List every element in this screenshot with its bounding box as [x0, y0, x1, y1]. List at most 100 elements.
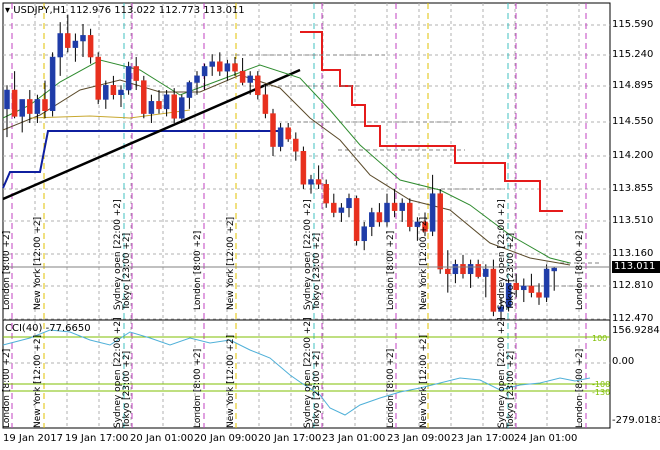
- cci-indicator-line: [2, 329, 610, 416]
- candle-body: [72, 40, 79, 48]
- candle-body: [399, 202, 405, 211]
- grid-lines: [3, 3, 610, 428]
- candle-body: [95, 56, 101, 100]
- cci-min-label: -279.0183: [612, 415, 660, 426]
- session-label-london: London [8:00 +2]: [2, 230, 12, 310]
- moving-average-line: [2, 59, 571, 264]
- triangle-down-icon[interactable]: ▾: [5, 5, 11, 16]
- candle-body: [346, 198, 352, 209]
- candle-body: [118, 89, 124, 95]
- session-label-tokyo: Tokyo [23:00 +2]: [506, 232, 516, 310]
- candle-body: [308, 179, 314, 185]
- candle-body: [300, 151, 307, 185]
- price-label: 112.470: [612, 313, 654, 324]
- cci-label: CCI(40) -77.6650: [5, 323, 91, 334]
- candle-body: [57, 33, 63, 58]
- candle-body: [536, 292, 542, 298]
- session-label-tokyo: Tokyo [23:00 +2]: [312, 350, 322, 428]
- candle-body: [247, 75, 253, 83]
- candle-body: [4, 89, 10, 110]
- trailing-stop-line: [300, 31, 563, 212]
- price-label: 114.200: [612, 150, 654, 161]
- candle-body: [217, 61, 223, 72]
- candle-body: [338, 207, 345, 213]
- time-label: 19 Jan 2017: [3, 433, 63, 444]
- candle-body: [285, 127, 291, 140]
- candle-body: [445, 268, 451, 275]
- candle-body: [422, 221, 428, 232]
- candle-body: [110, 85, 117, 95]
- session-label-london: London [8:00 +2]: [386, 230, 396, 310]
- candle-body: [467, 264, 474, 275]
- candle-body: [293, 138, 299, 152]
- chart-frame: [2, 2, 611, 429]
- session-label-newyork: New York [12:00 +2]: [226, 334, 236, 428]
- candle-body: [49, 56, 56, 111]
- session-label-london: London [8:00 +2]: [575, 230, 585, 310]
- candle-body: [331, 202, 337, 213]
- candle-body: [141, 80, 147, 114]
- price-label: 113.160: [612, 248, 654, 259]
- session-label-london: London [8:00 +2]: [2, 348, 12, 428]
- session-label-london: London [8:00 +2]: [193, 348, 203, 428]
- cci-level-plus: 100: [592, 334, 608, 343]
- price-label: 114.550: [612, 116, 654, 127]
- candle-body: [376, 212, 383, 223]
- candle-body: [133, 66, 139, 81]
- candle-body: [27, 99, 33, 114]
- candle-body: [224, 63, 231, 72]
- candle-body: [452, 264, 459, 275]
- candle-body: [103, 85, 109, 100]
- price-label: 113.855: [612, 183, 654, 194]
- price-label: 115.590: [612, 19, 654, 30]
- cci-level-minus2: -130: [592, 388, 611, 397]
- candle-body: [498, 306, 504, 312]
- candle-body: [414, 221, 421, 227]
- candle-body: [551, 267, 557, 272]
- candle-body: [270, 113, 276, 147]
- candle-body: [34, 99, 41, 114]
- candle-body: [42, 99, 48, 111]
- price-label: 115.240: [612, 49, 654, 60]
- time-label: 20 Jan 17:00: [258, 433, 322, 444]
- candle-body: [483, 268, 489, 277]
- candle-body: [543, 268, 550, 298]
- price-label: 112.810: [612, 280, 654, 291]
- current-price-badge: 113.011: [612, 261, 660, 273]
- candle-body: [87, 35, 94, 58]
- candle-body: [407, 202, 413, 227]
- symbol-header: ▾ USDJPY,H1 112.976 113.022 112.773 113.…: [5, 5, 245, 16]
- candle-body: [255, 75, 261, 95]
- candlesticks: [3, 14, 610, 321]
- candle-body: [209, 61, 215, 67]
- session-label-newyork: New York [12:00 +2]: [419, 334, 429, 428]
- session-label-london: London [8:00 +2]: [386, 348, 396, 428]
- session-lines: [11, 3, 587, 428]
- cci-zero-label: 0.00: [612, 356, 635, 367]
- time-label: 23 Jan 01:00: [322, 433, 386, 444]
- candle-body: [277, 127, 284, 147]
- candle-body: [80, 35, 86, 42]
- time-label: 19 Jan 17:00: [65, 433, 129, 444]
- candle-body: [65, 33, 71, 48]
- candle-body: [179, 97, 185, 119]
- candle-body: [315, 179, 322, 185]
- candle-body: [194, 75, 200, 83]
- cci-line: [2, 329, 591, 416]
- candle-body: [490, 268, 497, 312]
- candle-body: [186, 82, 193, 98]
- candle-body: [239, 70, 246, 83]
- candle-body: [369, 212, 375, 227]
- session-label-tokyo: Tokyo [23:00 +2]: [122, 350, 132, 428]
- candle-body: [505, 282, 512, 308]
- time-label: 20 Jan 09:00: [194, 433, 258, 444]
- candle-body: [528, 285, 535, 293]
- cci-max-label: 156.9284: [612, 325, 660, 336]
- candle-body: [201, 66, 208, 77]
- session-label-newyork: New York [12:00 +2]: [33, 334, 43, 428]
- candle-body: [353, 198, 360, 242]
- candle-body: [391, 202, 398, 211]
- session-label-tokyo: Tokyo [23:00 +2]: [506, 350, 516, 428]
- candle-body: [156, 101, 162, 110]
